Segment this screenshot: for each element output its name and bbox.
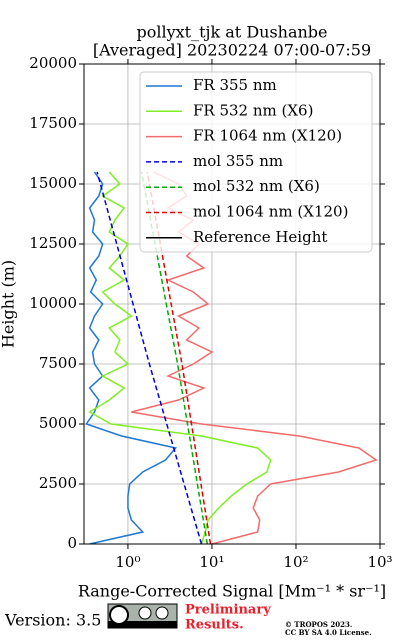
chart-title: [Averaged] 20230224 07:00-07:59	[93, 41, 371, 60]
y-tick-label: 2500	[39, 474, 77, 492]
molecular-line	[96, 171, 203, 544]
y-axis-label: Height (m)	[0, 260, 18, 348]
x-tick-label: 10³	[367, 553, 392, 571]
signal-line	[88, 171, 272, 544]
x-tick-label: 10¹	[199, 553, 224, 571]
legend: FR 355 nm FR 532 nm (X6) FR 1064 nm (X120)…	[139, 71, 373, 253]
version: Version: 3.5	[4, 611, 101, 630]
axes: 0 2500 5000 7500 10000 12500 15000 17500 20000 10…	[29, 54, 392, 571]
copyright: CC BY SA 4.0 License.	[285, 628, 372, 637]
legend-label: Reference Height	[193, 228, 327, 246]
y-tick-label: 12500	[29, 234, 77, 252]
signal-line	[85, 171, 178, 544]
y-tick-label: 20000	[29, 54, 77, 72]
y-tick-label: 0	[67, 534, 77, 552]
x-axis-label: Range-Corrected Signal [Mm⁻¹ * sr⁻¹]	[78, 582, 386, 601]
y-tick-label: 10000	[29, 294, 77, 312]
y-tick-label: 15000	[29, 174, 77, 192]
legend-label: FR 355 nm	[193, 76, 277, 94]
legend-label: FR 1064 nm (X120)	[193, 127, 342, 145]
chart-title: pollyxt_tjk at Dushanbe	[136, 23, 327, 42]
plot-lines	[85, 171, 378, 544]
y-tick-label: 17500	[29, 114, 77, 132]
cc-badge	[107, 603, 178, 629]
legend-label: mol 1064 nm (X120)	[193, 203, 348, 221]
preliminary: Results.	[185, 618, 244, 633]
legend-label: FR 532 nm (X6)	[193, 101, 313, 119]
preliminary: Preliminary	[185, 603, 271, 618]
copyright: © TROPOS 2023.	[285, 620, 352, 629]
x-tick-label: 10²	[283, 553, 308, 571]
x-tick-label: 10⁰	[115, 553, 140, 571]
legend-label: mol 355 nm	[193, 152, 283, 170]
y-tick-label: 5000	[39, 414, 77, 432]
y-tick-label: 7500	[39, 354, 77, 372]
legend-label: mol 532 nm (X6)	[193, 177, 320, 195]
legend-box	[139, 71, 373, 253]
